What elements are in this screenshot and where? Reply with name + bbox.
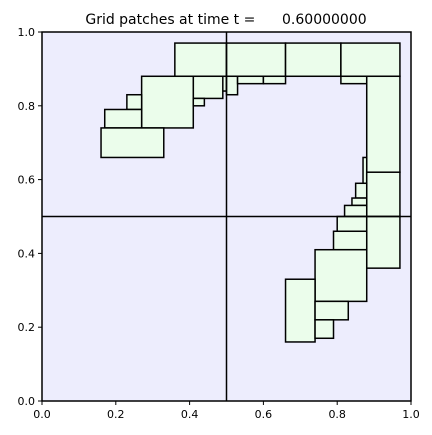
grid-patch-23 — [365, 215, 401, 269]
grid-patch-28 — [314, 319, 335, 340]
x-tick-label-5: 0.8 — [328, 408, 346, 421]
grid-patch-22 — [336, 215, 368, 233]
grid-patch-15 — [100, 127, 165, 159]
grid-patch-19 — [354, 182, 368, 199]
chart-title: Grid patches at time t = 0.60000000 — [85, 12, 366, 28]
grid-patch-10 — [340, 75, 368, 85]
grid-patch-4 — [340, 42, 401, 78]
y-tick-label-2: 0.2 — [18, 321, 36, 334]
y-tick-label-4: 0.6 — [18, 174, 36, 187]
grid-patch-2 — [225, 42, 287, 78]
grid-patch-27 — [314, 300, 350, 321]
grid-patch-26 — [284, 278, 316, 343]
y-axis: 0.0 0.2 0.4 0.6 0.8 1.0 — [18, 26, 42, 408]
grid-patch-13 — [126, 93, 143, 111]
x-tick-label-2: 0.2 — [107, 408, 125, 421]
x-tick-label-4: 0.6 — [255, 408, 273, 421]
plot-frame — [41, 31, 412, 402]
grid-patch-9 — [262, 75, 287, 85]
x-tick-label-6: 1.0 — [402, 408, 420, 421]
grid-patch-1 — [174, 42, 228, 78]
grid-patch-3 — [284, 42, 342, 78]
grid-patch-7 — [225, 75, 239, 96]
grid-patches-group — [100, 42, 401, 343]
y-tick-label-3: 0.4 — [18, 247, 36, 260]
x-axis: 0.0 0.2 0.4 0.6 0.8 1.0 — [33, 401, 420, 421]
grid-patch-8 — [236, 75, 265, 85]
grid-patch-16 — [365, 75, 401, 173]
x-tick-label-3: 0.4 — [181, 408, 199, 421]
grid-patch-24 — [332, 230, 368, 251]
grid-patch-12 — [192, 97, 206, 107]
coarse-grid-lines — [42, 32, 411, 401]
grid-patch-18 — [365, 171, 401, 218]
grid-patch-20 — [351, 197, 368, 207]
grid-patch-14 — [103, 108, 143, 129]
y-tick-label-5: 0.8 — [18, 100, 36, 113]
grid-patch-6 — [192, 75, 224, 100]
grid-patch-11 — [140, 75, 195, 129]
y-tick-label-6: 1.0 — [18, 26, 36, 39]
grid-patch-25 — [314, 248, 368, 303]
y-tick-label-1: 0.0 — [18, 395, 36, 408]
grid-patch-21 — [343, 204, 368, 218]
x-tick-label-1: 0.0 — [33, 408, 51, 421]
